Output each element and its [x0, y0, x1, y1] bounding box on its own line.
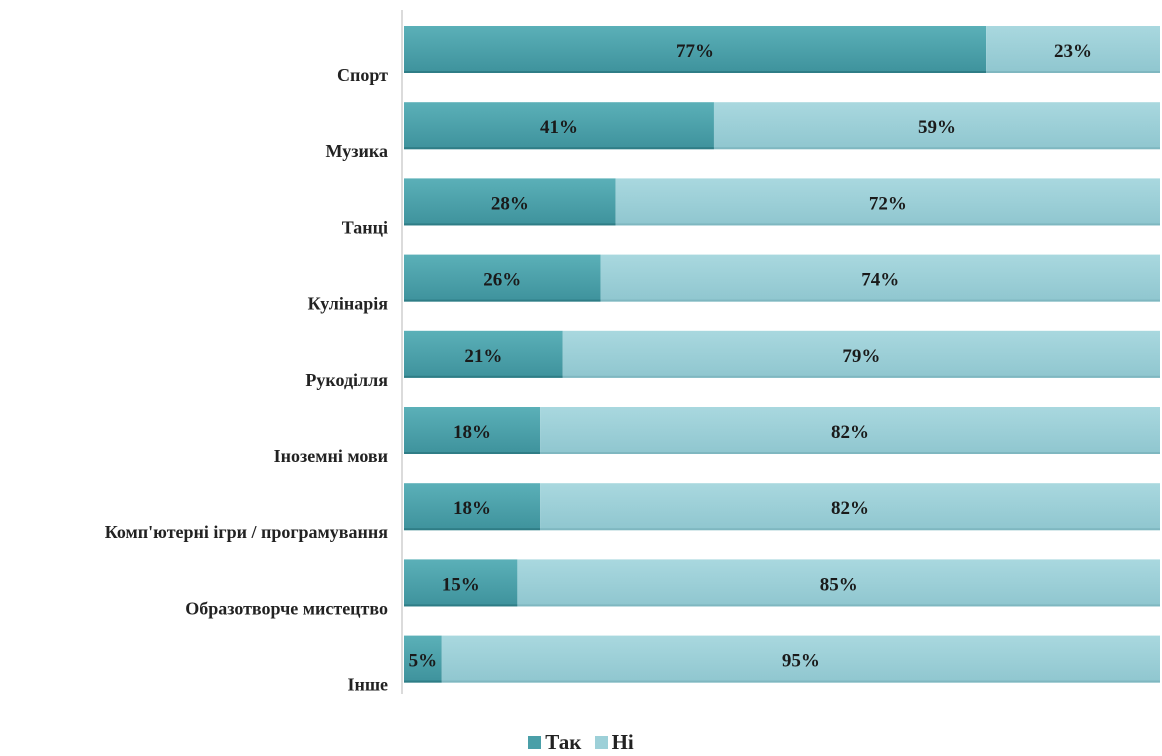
bar-no-0	[986, 26, 1160, 73]
value-label-yes-3: 26%	[483, 270, 521, 291]
value-label-yes-4: 21%	[464, 346, 502, 367]
bar-no-2	[615, 178, 1160, 226]
bar-shadow-yes-1	[404, 147, 714, 150]
bar-yes-4	[404, 330, 563, 378]
bar-yes-6	[404, 483, 541, 531]
bar-no-1	[713, 102, 1160, 150]
bar-yes-0	[404, 26, 987, 73]
bar-no-7	[517, 559, 1160, 607]
value-label-no-6: 82%	[831, 498, 869, 519]
value-label-yes-5: 18%	[453, 422, 491, 443]
bar-no-8	[441, 635, 1160, 683]
legend-label-yes: Так	[545, 730, 582, 754]
value-label-yes-6: 18%	[453, 498, 491, 519]
legend: Так Ні	[0, 730, 1162, 755]
bar-shadow-no-6	[540, 528, 1160, 531]
legend-item-yes: Так	[528, 730, 581, 755]
bar-shadow-yes-6	[404, 528, 541, 531]
category-label-7: Образотворче мистецтво	[185, 598, 388, 618]
bar-yes-7	[404, 559, 518, 607]
bar-shadow-yes-5	[404, 452, 541, 454]
bar-shadow-yes-7	[404, 604, 518, 607]
category-label-2: Танці	[342, 217, 388, 237]
value-label-no-7: 85%	[820, 574, 858, 595]
bar-yes-1	[404, 102, 714, 150]
bar-shadow-no-2	[615, 223, 1160, 226]
value-label-no-4: 79%	[842, 346, 880, 367]
bar-no-6	[540, 483, 1160, 531]
bar-shadow-yes-8	[404, 680, 442, 683]
bar-no-3	[600, 254, 1160, 302]
bar-shadow-no-4	[562, 375, 1160, 378]
category-label-3: Кулінарія	[308, 294, 389, 314]
category-label-6: Комп'ютерні ігри / програмування	[105, 522, 389, 542]
bar-shadow-no-3	[600, 299, 1160, 302]
bar-shadow-no-7	[517, 604, 1160, 607]
value-label-no-1: 59%	[918, 117, 956, 138]
bar-no-4	[562, 330, 1160, 378]
bar-yes-8	[404, 635, 442, 683]
bar-shadow-yes-3	[404, 299, 601, 302]
value-label-no-5: 82%	[831, 422, 869, 443]
bar-no-5	[540, 407, 1160, 454]
bar-shadow-yes-4	[404, 375, 563, 378]
bar-shadow-no-0	[986, 71, 1160, 73]
value-label-yes-7: 15%	[442, 574, 480, 595]
category-labels: Спорт Музика Танці Кулінарія Рукоділля Інозем…	[105, 65, 389, 695]
bar-yes-3	[404, 254, 601, 302]
bar-shadow-no-5	[540, 452, 1160, 454]
category-label-0: Спорт	[337, 65, 388, 85]
value-labels: 77% 23% 41% 59% 28% 72% 26% 74% 21% 79% 18% 82% 18% 8…	[409, 41, 1092, 672]
bar-shadow-no-8	[441, 680, 1160, 683]
value-label-yes-8: 5%	[409, 651, 438, 672]
category-label-5: Іноземні мови	[274, 446, 388, 466]
legend-item-no: Ні	[594, 730, 634, 755]
bars-group	[404, 26, 1160, 683]
bar-shadow-yes-2	[404, 223, 616, 226]
value-label-yes-1: 41%	[540, 117, 578, 138]
value-label-yes-0: 77%	[676, 41, 714, 62]
category-label-8: Інше	[347, 675, 388, 695]
value-label-no-2: 72%	[869, 193, 907, 214]
bar-shadow-yes-0	[404, 71, 987, 73]
legend-swatch-yes	[528, 736, 542, 749]
value-label-no-3: 74%	[861, 270, 899, 291]
value-label-no-0: 23%	[1054, 41, 1092, 62]
legend-label-no: Ні	[611, 730, 634, 754]
category-label-1: Музика	[326, 141, 388, 161]
bar-yes-5	[404, 407, 541, 454]
value-label-yes-2: 28%	[491, 193, 529, 214]
bar-yes-2	[404, 178, 616, 226]
bar-shadow-no-1	[713, 147, 1160, 150]
category-label-4: Рукоділля	[305, 370, 388, 390]
value-label-no-8: 95%	[782, 651, 820, 672]
legend-swatch-no	[594, 736, 608, 749]
